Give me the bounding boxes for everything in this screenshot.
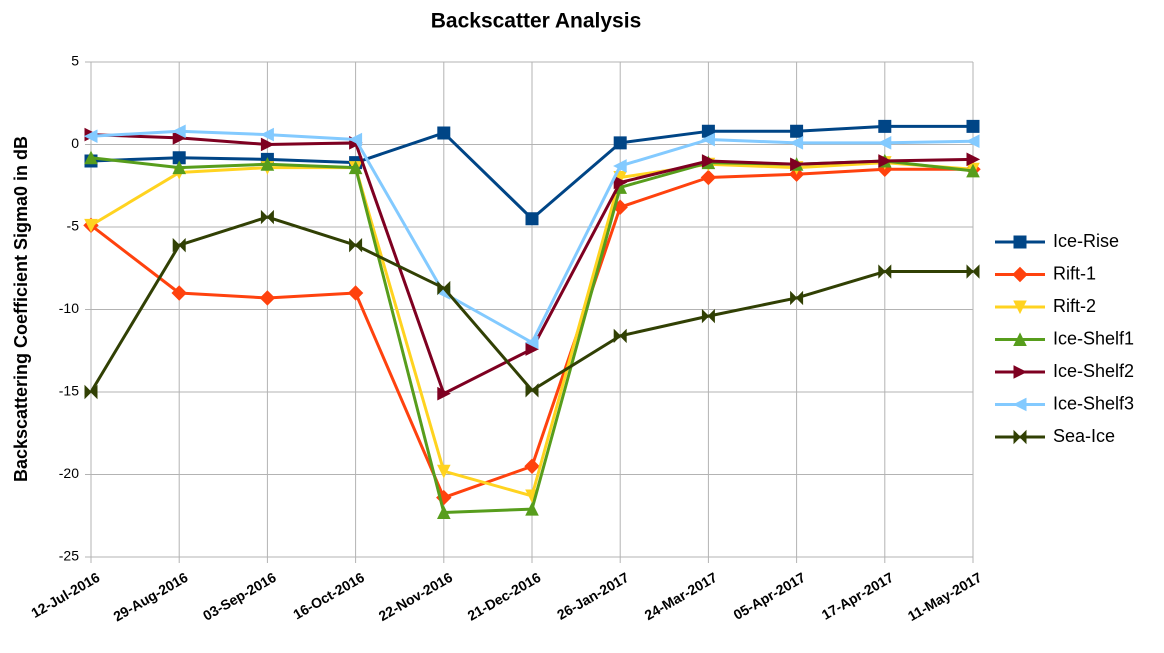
y-tick-label: -10: [59, 300, 79, 316]
marker: [789, 136, 804, 150]
marker: [437, 126, 451, 140]
marker: [172, 131, 187, 145]
legend-marker: [1013, 429, 1027, 445]
legend-item: Rift-2: [995, 296, 1096, 316]
y-tick-label: -25: [59, 548, 79, 564]
marker: [260, 137, 275, 152]
marker: [84, 150, 98, 165]
marker: [259, 290, 276, 306]
marker: [966, 119, 980, 133]
x-tick-label: 24-Mar-2017: [642, 569, 720, 623]
x-tick-label: 11-May-2017: [905, 569, 985, 624]
marker: [172, 124, 186, 139]
marker: [348, 132, 363, 147]
y-axis-label: Backscattering Coefficient Sigma0 in dB: [11, 136, 31, 482]
x-tick-label: 26-Jan-2017: [554, 569, 632, 623]
marker: [790, 290, 804, 306]
series: [84, 127, 981, 401]
marker: [436, 464, 451, 479]
marker: [877, 136, 892, 150]
marker: [172, 151, 186, 165]
marker: [84, 218, 98, 233]
legend-marker: [1013, 300, 1027, 315]
legend-marker: [1012, 266, 1028, 283]
x-tick-label: 12-Jul-2016: [28, 569, 102, 621]
legend-label: Rift-2: [1053, 296, 1096, 316]
legend-marker: [1013, 365, 1028, 379]
marker: [966, 163, 980, 178]
marker: [349, 237, 363, 253]
x-tick-label: 17-Apr-2017: [819, 569, 897, 623]
marker: [525, 383, 539, 398]
legend-item: Ice-Rise: [995, 231, 1119, 251]
marker: [701, 132, 715, 147]
marker: [790, 157, 804, 172]
marker: [613, 136, 627, 150]
marker: [171, 285, 187, 301]
legend-item: Sea-Ice: [995, 426, 1115, 446]
legend-item: Rift-1: [995, 263, 1096, 283]
legend-label: Ice-Rise: [1053, 231, 1119, 251]
legend-label: Ice-Shelf2: [1053, 361, 1134, 381]
marker: [966, 264, 980, 279]
marker: [700, 169, 717, 186]
series: [83, 124, 980, 350]
marker: [348, 160, 363, 175]
marker: [84, 384, 98, 400]
legend-label: Sea-Ice: [1053, 426, 1115, 446]
x-tick-label: 29-Aug-2016: [110, 569, 190, 625]
x-tick-label: 16-Oct-2016: [290, 569, 367, 623]
legend-marker: [1013, 235, 1027, 249]
marker: [878, 119, 892, 133]
series: [84, 209, 980, 400]
x-tick-label: 22-Nov-2016: [376, 569, 456, 624]
marker: [878, 154, 892, 168]
marker: [260, 209, 274, 225]
marker: [525, 342, 540, 356]
y-tick-label: -5: [67, 218, 80, 234]
series: [84, 119, 980, 226]
x-tick-label: 03-Sep-2016: [200, 569, 279, 624]
marker: [965, 134, 980, 149]
y-tick-label: 5: [71, 53, 79, 69]
marker: [347, 285, 364, 301]
x-tick-label: 21-Dec-2016: [465, 569, 544, 624]
marker: [260, 157, 275, 171]
marker: [613, 328, 627, 344]
marker: [524, 335, 539, 350]
marker: [436, 505, 451, 519]
y-tick-label: -20: [59, 465, 79, 481]
legend-label: Ice-Shelf1: [1053, 328, 1134, 348]
legend-label: Ice-Shelf3: [1053, 393, 1134, 413]
legend-marker: [1013, 332, 1027, 346]
marker: [524, 458, 540, 474]
marker: [83, 129, 98, 144]
marker: [613, 159, 627, 173]
marker: [260, 127, 274, 142]
y-tick-label: 0: [71, 135, 79, 151]
marker: [790, 124, 804, 138]
marker: [613, 175, 628, 190]
marker: [172, 237, 186, 253]
marker: [437, 280, 451, 296]
marker: [525, 212, 539, 226]
legend-label: Rift-1: [1053, 263, 1096, 283]
marker: [966, 152, 981, 167]
y-tick-label: -15: [59, 383, 79, 399]
marker: [878, 264, 892, 279]
marker: [437, 386, 451, 401]
x-tick-label: 05-Apr-2017: [731, 569, 809, 623]
legend-item: Ice-Shelf2: [995, 361, 1134, 381]
marker: [701, 154, 716, 168]
marker: [701, 308, 715, 324]
legend-item: Ice-Shelf1: [995, 328, 1134, 348]
chart-title: Backscatter Analysis: [431, 10, 642, 33]
marker: [525, 502, 539, 516]
legend-item: Ice-Shelf3: [995, 393, 1134, 413]
marker: [172, 160, 187, 175]
legend-marker: [1012, 397, 1027, 412]
